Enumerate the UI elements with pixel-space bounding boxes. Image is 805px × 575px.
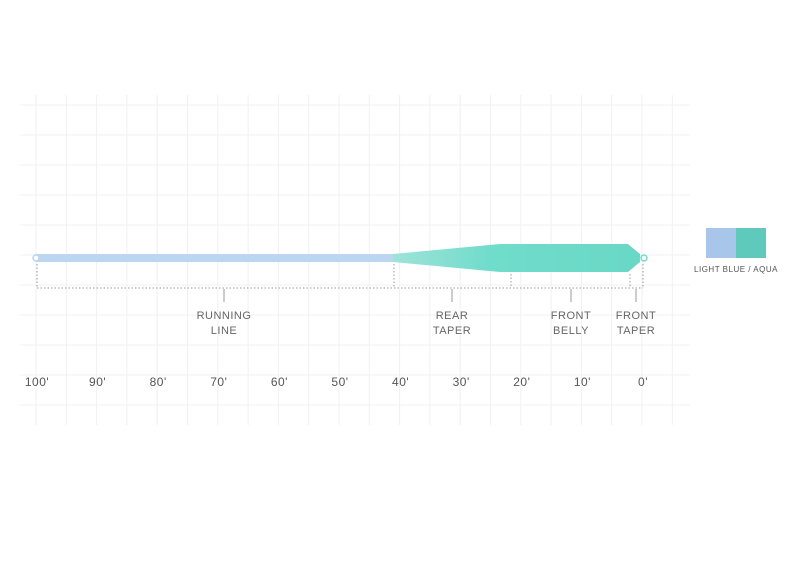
scale-label: 40'	[392, 375, 409, 389]
line-head	[393, 244, 640, 272]
section-label: TAPER	[617, 325, 655, 337]
scale-label: 0'	[638, 375, 648, 389]
section-label: LINE	[211, 325, 237, 337]
scale-label: 70'	[210, 375, 227, 389]
section-label: BELLY	[553, 325, 589, 337]
running-line	[33, 254, 397, 262]
swatch-aqua	[736, 228, 766, 258]
scale-label: 80'	[150, 375, 167, 389]
section-label: FRONT	[616, 310, 656, 322]
section-label: REAR	[436, 310, 469, 322]
section-label: TAPER	[433, 325, 471, 337]
swatch-label: LIGHT BLUE / AQUA	[694, 265, 778, 274]
scale-label: 90'	[89, 375, 106, 389]
section-label: RUNNING	[197, 310, 252, 322]
scale-label: 50'	[331, 375, 348, 389]
section-label: FRONT	[551, 310, 591, 322]
tip-loop	[640, 254, 648, 262]
scale-label: 10'	[574, 375, 591, 389]
scale-label: 100'	[25, 375, 49, 389]
scale-label: 20'	[513, 375, 530, 389]
swatch-blue	[706, 228, 736, 258]
scale-label: 30'	[453, 375, 470, 389]
line-loop	[32, 254, 40, 262]
scale-label: 60'	[271, 375, 288, 389]
